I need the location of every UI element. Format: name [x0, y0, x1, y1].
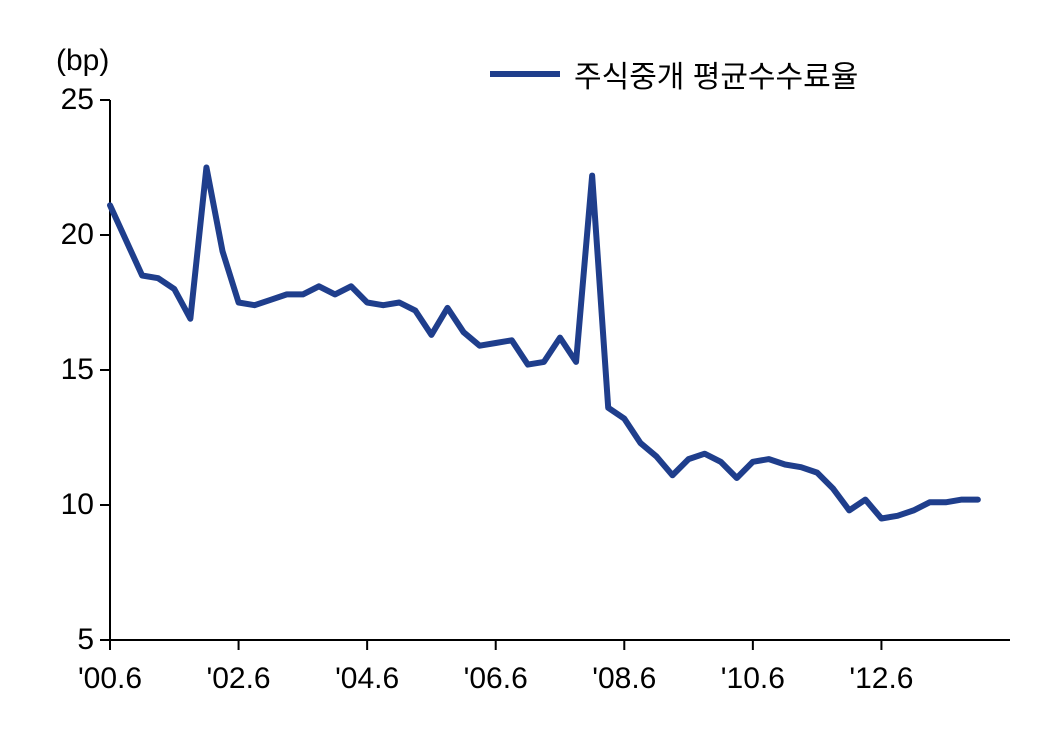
x-tick-label: '00.6	[78, 662, 142, 696]
legend-label: 주식중개 평균수수료율	[574, 52, 858, 96]
y-tick-label: 20	[61, 218, 94, 252]
y-tick-label: 5	[77, 623, 94, 657]
x-tick-label: '04.6	[335, 662, 399, 696]
x-tick-label: '12.6	[849, 662, 913, 696]
series-line	[110, 168, 978, 519]
y-axis-unit-label: (bp)	[56, 44, 109, 78]
y-tick-label: 15	[61, 353, 94, 387]
chart-svg	[0, 0, 1043, 742]
x-tick-label: '08.6	[592, 662, 656, 696]
x-tick-label: '06.6	[464, 662, 528, 696]
x-tick-label: '10.6	[721, 662, 785, 696]
y-tick-label: 25	[61, 83, 94, 117]
legend: 주식중개 평균수수료율	[490, 52, 858, 96]
legend-line-swatch	[490, 71, 560, 77]
x-tick-label: '02.6	[207, 662, 271, 696]
line-chart: (bp) 5 10 15 20 25 '00.6 '02.6 '04.6 '06.6 '08.6…	[0, 0, 1043, 742]
y-tick-label: 10	[61, 488, 94, 522]
